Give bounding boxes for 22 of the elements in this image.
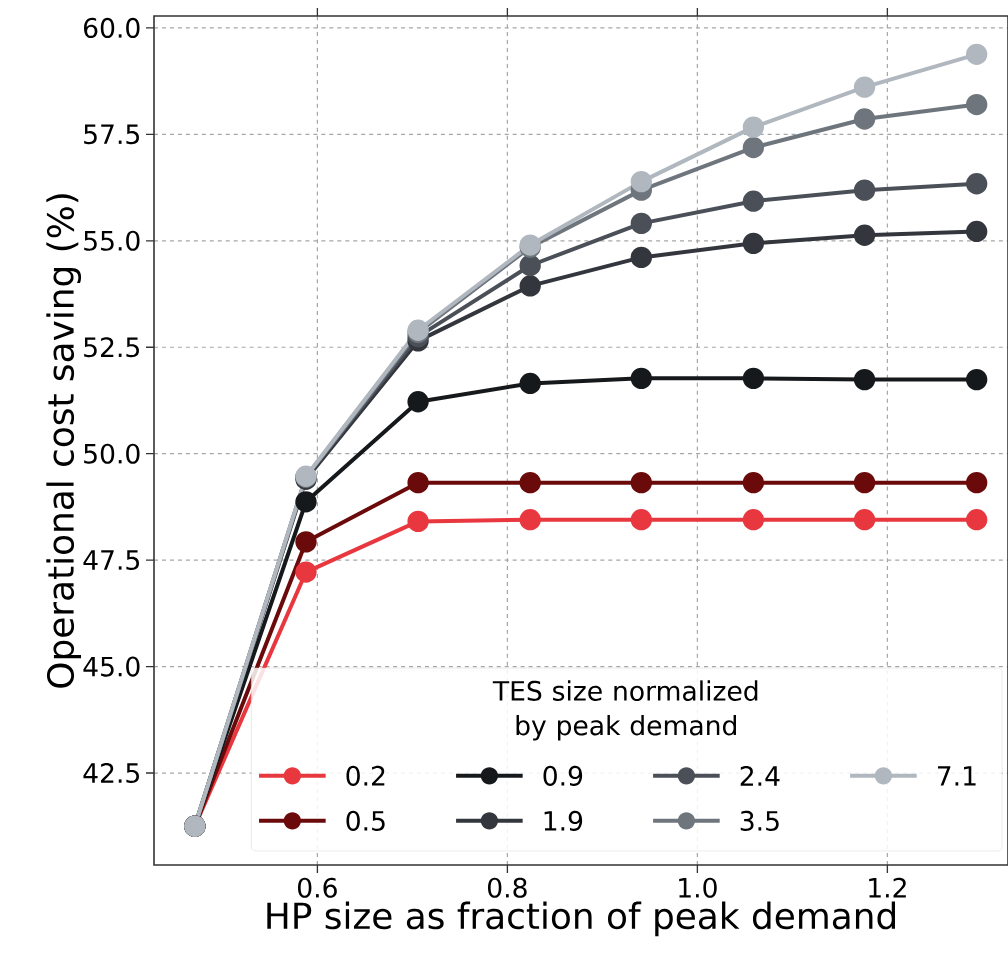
legend-label: 1.9	[544, 810, 583, 831]
x-tick-label: 1.0	[679, 877, 717, 898]
y-tick-label: 55.0	[84, 230, 140, 251]
y-tick-label: 47.5	[83, 550, 139, 571]
x-tick-label: 0.8	[488, 877, 527, 898]
legend-label: 0.9	[543, 765, 583, 786]
y-tick-label: 42.5	[83, 762, 139, 784]
x-tick-label: 1.2	[869, 877, 906, 898]
legend-label: 0.2	[346, 765, 385, 786]
y-tick-label: 60.0	[84, 17, 140, 38]
legend-label: 2.4	[740, 766, 780, 786]
legend-title: TES size normalized by peak demand	[492, 680, 758, 741]
legend-label: 7.1	[937, 766, 976, 786]
y-tick-label: 52.5	[84, 337, 139, 358]
y-tick-label: 45.0	[83, 656, 140, 677]
x-tick-label: 0.6	[298, 877, 337, 898]
legend-label: 3.5	[740, 810, 779, 831]
y-axis-title: Operational cost saving (%)	[46, 194, 82, 688]
y-tick-label: 57.5	[84, 124, 139, 145]
y-tick-label: 50.0	[84, 443, 140, 464]
x-axis-title: HP size as fraction of peak demand	[267, 901, 895, 937]
legend-label: 0.5	[346, 810, 385, 831]
